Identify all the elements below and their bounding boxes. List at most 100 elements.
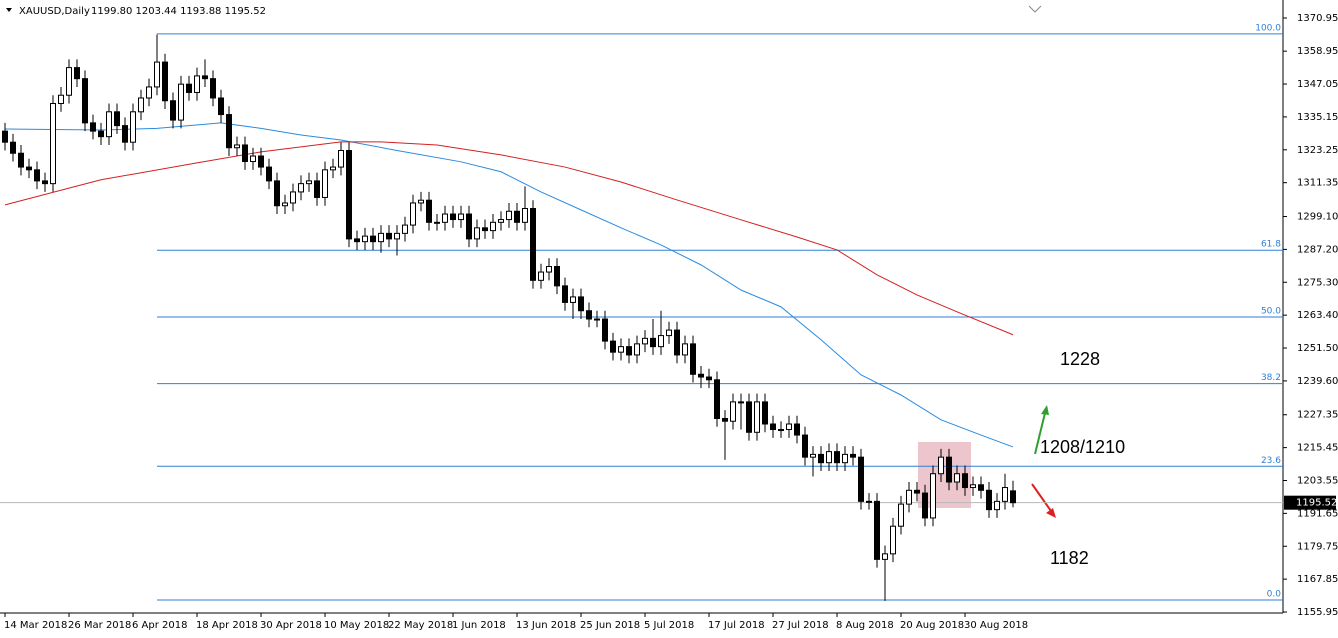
candle-body bbox=[970, 484, 976, 489]
x-tick-label: 14 Mar 2018 bbox=[4, 620, 67, 631]
candle-body bbox=[650, 337, 656, 348]
candle-body bbox=[906, 489, 912, 505]
candle-body bbox=[530, 208, 536, 281]
candle-body bbox=[122, 125, 128, 143]
candle-body bbox=[746, 401, 752, 433]
candle-body bbox=[474, 227, 480, 240]
down-arrow bbox=[1031, 483, 1056, 518]
annotation: 1228 bbox=[1060, 349, 1100, 369]
candle-body bbox=[58, 94, 64, 105]
fib-label: 100.0 bbox=[1255, 23, 1281, 33]
candle-body bbox=[754, 401, 760, 433]
candle-body bbox=[74, 67, 80, 80]
candle-body bbox=[570, 296, 576, 303]
candle-body bbox=[770, 423, 776, 431]
y-tick-label: 1239.60 bbox=[1297, 376, 1338, 387]
x-tick-label: 30 Apr 2018 bbox=[260, 620, 322, 631]
candle-body bbox=[690, 343, 696, 375]
fib-label: 61.8 bbox=[1261, 240, 1281, 250]
candle-body bbox=[546, 266, 552, 273]
fib-label: 0.0 bbox=[1267, 589, 1282, 599]
candle-body bbox=[602, 318, 608, 342]
candle-body bbox=[42, 180, 48, 185]
y-tick-label: 1215.45 bbox=[1297, 443, 1338, 454]
y-tick-label: 1191.65 bbox=[1297, 508, 1338, 519]
candle-body bbox=[98, 130, 104, 138]
y-tick-label: 1347.05 bbox=[1297, 79, 1338, 90]
y-tick-label: 1299.10 bbox=[1297, 212, 1338, 223]
candle-body bbox=[578, 296, 584, 312]
candle-body bbox=[722, 417, 728, 422]
fib-label: 50.0 bbox=[1261, 306, 1281, 316]
y-tick-label: 1179.75 bbox=[1297, 541, 1338, 552]
annotation: 1208/1210 bbox=[1040, 437, 1125, 457]
candle-body bbox=[194, 75, 200, 93]
candle-body bbox=[674, 329, 680, 356]
x-tick-label: 26 Mar 2018 bbox=[68, 620, 131, 631]
y-tick-label: 1370.95 bbox=[1297, 13, 1338, 24]
candle-body bbox=[626, 346, 632, 356]
candle-body bbox=[706, 376, 712, 381]
y-tick-label: 1335.15 bbox=[1297, 112, 1338, 123]
candle-body bbox=[946, 456, 952, 483]
candle-body bbox=[226, 114, 232, 149]
candle-body bbox=[290, 191, 296, 204]
x-tick-label: 1 Jun 2018 bbox=[452, 620, 506, 631]
candle-body bbox=[282, 202, 288, 207]
candle-body bbox=[802, 434, 808, 458]
y-tick-label: 1203.55 bbox=[1297, 475, 1338, 486]
x-tick-label: 18 Apr 2018 bbox=[196, 620, 258, 631]
menu-triangle[interactable] bbox=[6, 8, 12, 12]
candle-body bbox=[402, 224, 408, 234]
candle-body bbox=[50, 103, 56, 185]
y-tick-label: 1263.40 bbox=[1297, 310, 1338, 321]
moving-average bbox=[4, 141, 1014, 336]
candle-body bbox=[66, 67, 72, 96]
candle-body bbox=[26, 166, 32, 171]
candle-body bbox=[594, 318, 600, 321]
candle-body bbox=[18, 152, 24, 168]
candle-body bbox=[394, 232, 400, 240]
candle-body bbox=[154, 61, 160, 88]
x-tick-label: 6 Apr 2018 bbox=[132, 620, 187, 631]
candle-body bbox=[794, 423, 800, 436]
y-tick-label: 1323.25 bbox=[1297, 145, 1338, 156]
candle-body bbox=[762, 401, 768, 425]
candle-body bbox=[314, 180, 320, 198]
candle-body bbox=[458, 213, 464, 221]
y-tick-label: 1251.50 bbox=[1297, 343, 1338, 354]
candle-body bbox=[914, 489, 920, 494]
candle-body bbox=[1002, 487, 1008, 502]
y-tick-label: 1155.95 bbox=[1297, 607, 1338, 618]
candle-body bbox=[618, 346, 624, 353]
candle-body bbox=[682, 343, 688, 356]
annotation: 1182 bbox=[1050, 548, 1089, 568]
candle-body bbox=[810, 453, 816, 458]
x-tick-label: 27 Jul 2018 bbox=[772, 620, 829, 631]
candle-body bbox=[874, 500, 880, 560]
candle-body bbox=[858, 456, 864, 502]
y-tick-label: 1275.30 bbox=[1297, 277, 1338, 288]
candle-body bbox=[610, 340, 616, 353]
candle-body bbox=[250, 155, 256, 163]
x-tick-label: 25 Jun 2018 bbox=[580, 620, 640, 631]
candle-body bbox=[698, 373, 704, 378]
candle-body bbox=[738, 401, 744, 404]
candle-body bbox=[850, 453, 856, 458]
candle-body bbox=[466, 213, 472, 240]
candle-body bbox=[218, 97, 224, 116]
candle-body bbox=[330, 166, 336, 171]
y-tick-label: 1227.35 bbox=[1297, 410, 1338, 421]
candle-body bbox=[962, 473, 968, 489]
candle-body bbox=[554, 266, 560, 287]
fib-label: 38.2 bbox=[1261, 373, 1281, 383]
candle-body bbox=[498, 219, 504, 223]
candle-body bbox=[34, 169, 40, 182]
candle-body bbox=[258, 155, 264, 168]
candle-body bbox=[114, 111, 120, 127]
candle-body bbox=[730, 401, 736, 422]
candle-body bbox=[818, 453, 824, 464]
candle-body bbox=[186, 83, 192, 93]
